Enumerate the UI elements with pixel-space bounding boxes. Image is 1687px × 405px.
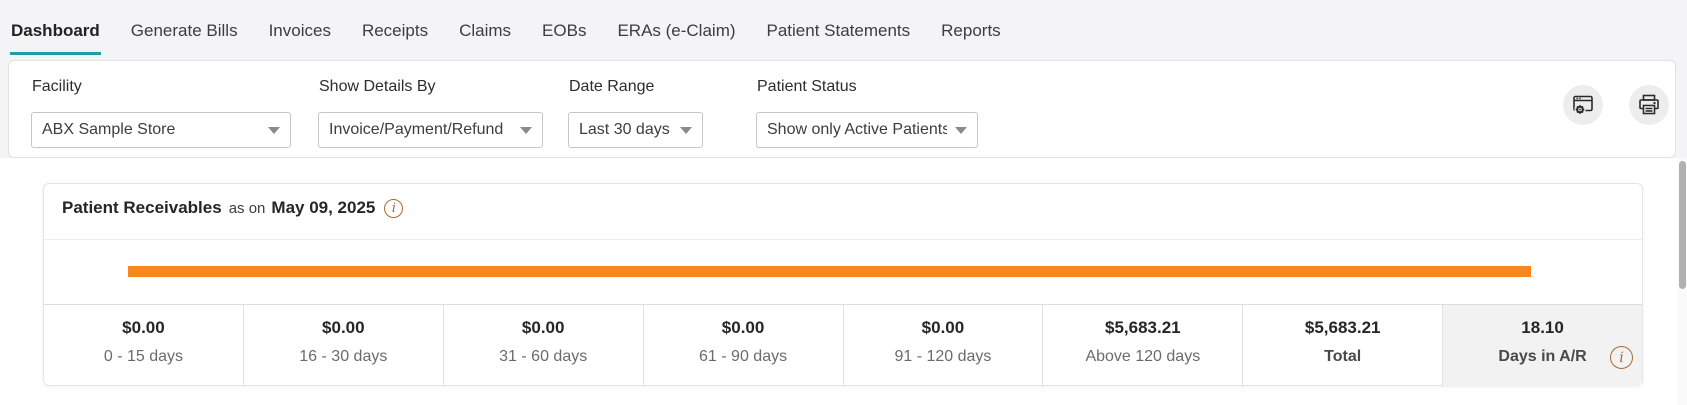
tab-generate-bills[interactable]: Generate Bills xyxy=(130,21,238,40)
as-on-prefix: as on xyxy=(228,199,266,217)
aging-cell-0-15[interactable]: $0.00 0 - 15 days xyxy=(44,305,243,387)
printer-icon xyxy=(1637,93,1661,117)
card-header: Patient Receivables as on May 09, 2025 i xyxy=(62,198,404,218)
aging-label: Above 120 days xyxy=(1085,348,1201,365)
filter-panel: Facility ABX Sample Store Show Details B… xyxy=(8,60,1676,158)
aging-cell-above-120[interactable]: $5,683.21 Above 120 days xyxy=(1042,305,1242,387)
aging-value: 18.10 xyxy=(1521,318,1564,337)
chevron-down-icon xyxy=(680,126,692,134)
chevron-down-icon xyxy=(268,126,280,134)
patient-status-label: Patient Status xyxy=(757,78,857,95)
show-details-by-value: Invoice/Payment/Refund xyxy=(329,121,504,138)
scrollbar-thumb[interactable] xyxy=(1679,161,1686,289)
aging-label: 0 - 15 days xyxy=(103,348,184,365)
tab-invoices[interactable]: Invoices xyxy=(268,21,331,40)
aging-cell-31-60[interactable]: $0.00 31 - 60 days xyxy=(442,305,643,387)
aging-value: $0.00 xyxy=(322,318,365,337)
as-on-date: May 09, 2025 xyxy=(271,198,376,217)
print-button[interactable] xyxy=(1629,85,1669,125)
aging-cell-days-in-ar[interactable]: 18.10 Days in A/R i xyxy=(1442,305,1642,387)
aging-summary-table: $0.00 0 - 15 days $0.00 16 - 30 days $0.… xyxy=(44,304,1642,387)
date-range-label: Date Range xyxy=(569,78,655,95)
patient-status-value: Show only Active Patients xyxy=(767,121,947,138)
aging-cell-16-30[interactable]: $0.00 16 - 30 days xyxy=(242,305,443,387)
aging-label: 61 - 90 days xyxy=(699,348,788,365)
facility-label: Facility xyxy=(32,78,82,95)
dashboard-settings-button[interactable] xyxy=(1563,85,1603,125)
tab-patient-statements[interactable]: Patient Statements xyxy=(766,21,911,40)
aging-cell-91-120[interactable]: $0.00 91 - 120 days xyxy=(842,305,1043,387)
aging-label: 91 - 120 days xyxy=(894,348,992,365)
aging-value: $0.00 xyxy=(122,318,165,337)
aging-value: $0.00 xyxy=(521,318,565,337)
vertical-scrollbar[interactable] xyxy=(1678,158,1687,405)
tab-claims[interactable]: Claims xyxy=(459,21,512,40)
info-icon[interactable]: i xyxy=(1610,346,1633,369)
receivables-bar-chart xyxy=(44,240,1642,304)
show-details-by-dropdown[interactable]: Invoice/Payment/Refund xyxy=(318,112,543,148)
window-gear-icon xyxy=(1571,93,1595,117)
patient-status-dropdown[interactable]: Show only Active Patients xyxy=(756,112,978,148)
aging-cell-total[interactable]: $5,683.21 Total xyxy=(1242,305,1442,387)
patient-receivables-card: Patient Receivables as on May 09, 2025 i… xyxy=(43,183,1643,387)
aging-label: 16 - 30 days xyxy=(299,348,388,365)
aging-label: Total xyxy=(1324,348,1362,365)
card-title: Patient Receivables xyxy=(62,198,222,217)
facility-value: ABX Sample Store xyxy=(42,121,176,138)
aging-value: $5,683.21 xyxy=(1304,318,1381,337)
aging-value: $0.00 xyxy=(721,318,765,337)
card-divider xyxy=(44,239,1642,240)
main-nav-tabs: Dashboard Generate Bills Invoices Receip… xyxy=(10,0,1002,55)
aging-value: $5,683.21 xyxy=(1104,318,1181,337)
date-range-dropdown[interactable]: Last 30 days xyxy=(568,112,703,148)
tab-receipts[interactable]: Receipts xyxy=(361,21,429,40)
aging-bar-segment-above-120-days[interactable] xyxy=(128,266,1531,277)
aging-value: $0.00 xyxy=(921,318,965,337)
chevron-down-icon xyxy=(520,126,532,134)
tab-reports[interactable]: Reports xyxy=(941,21,1001,40)
tab-eras-eclaim[interactable]: ERAs (e-Claim) xyxy=(617,21,736,40)
show-details-by-label: Show Details By xyxy=(319,78,436,95)
aging-cell-61-90[interactable]: $0.00 61 - 90 days xyxy=(642,305,843,387)
tab-dashboard[interactable]: Dashboard xyxy=(10,4,101,55)
aging-label: Days in A/R xyxy=(1498,348,1587,365)
aging-label: 31 - 60 days xyxy=(499,348,588,365)
tab-eobs[interactable]: EOBs xyxy=(542,21,587,40)
chevron-down-icon xyxy=(955,126,967,134)
facility-dropdown[interactable]: ABX Sample Store xyxy=(31,112,291,148)
info-icon[interactable]: i xyxy=(384,198,404,218)
date-range-value: Last 30 days xyxy=(579,121,670,138)
